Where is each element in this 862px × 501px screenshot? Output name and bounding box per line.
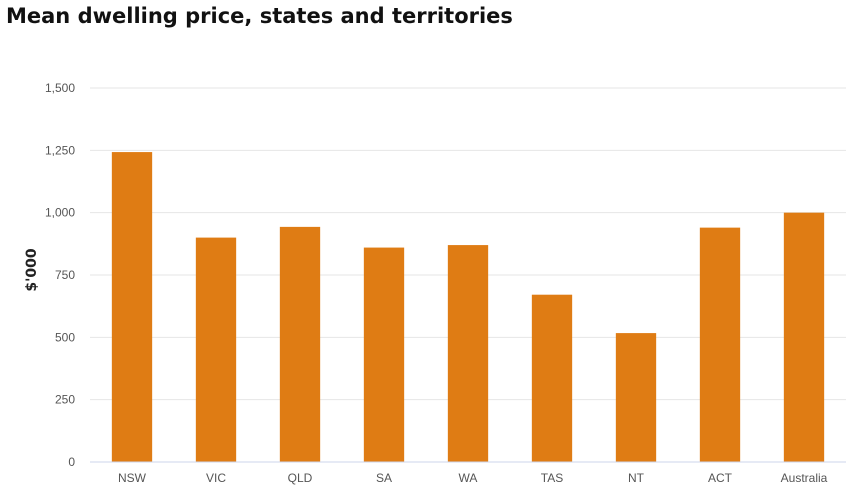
bar-tas[interactable] bbox=[531, 294, 573, 462]
x-tick-label: Australia bbox=[781, 471, 828, 485]
bar-australia[interactable] bbox=[783, 212, 825, 462]
x-tick-label: TAS bbox=[541, 471, 563, 485]
x-tick-label: NSW bbox=[118, 471, 147, 485]
chart-title: Mean dwelling price, states and territor… bbox=[6, 4, 513, 28]
bar-wa[interactable] bbox=[447, 245, 489, 462]
bar-vic[interactable] bbox=[195, 237, 237, 462]
y-tick-label: 250 bbox=[55, 393, 75, 407]
y-tick-label: 750 bbox=[55, 268, 75, 282]
y-axis-title: $'000 bbox=[24, 248, 40, 292]
x-tick-label: WA bbox=[459, 471, 478, 485]
x-tick-label: NT bbox=[628, 471, 645, 485]
bars bbox=[111, 152, 825, 462]
y-tick-label: 500 bbox=[55, 330, 75, 344]
y-tick-label: 0 bbox=[68, 455, 75, 469]
y-tick-label: 1,500 bbox=[45, 81, 75, 95]
x-tick-label: ACT bbox=[708, 471, 733, 485]
bar-act[interactable] bbox=[699, 227, 741, 462]
x-tick-label: VIC bbox=[206, 471, 226, 485]
x-tick-label: QLD bbox=[288, 471, 313, 485]
y-tick-label: 1,250 bbox=[45, 143, 75, 157]
x-tick-label: SA bbox=[376, 471, 392, 485]
y-tick-label: 1,000 bbox=[45, 206, 75, 220]
bar-nt[interactable] bbox=[615, 333, 657, 462]
bar-qld[interactable] bbox=[279, 226, 321, 462]
bar-nsw[interactable] bbox=[111, 152, 153, 462]
bar-sa[interactable] bbox=[363, 247, 405, 462]
axes: 0 250 500 750 1,000 1,250 1,500 NSW VIC QLD SA WA TA… bbox=[45, 81, 846, 485]
